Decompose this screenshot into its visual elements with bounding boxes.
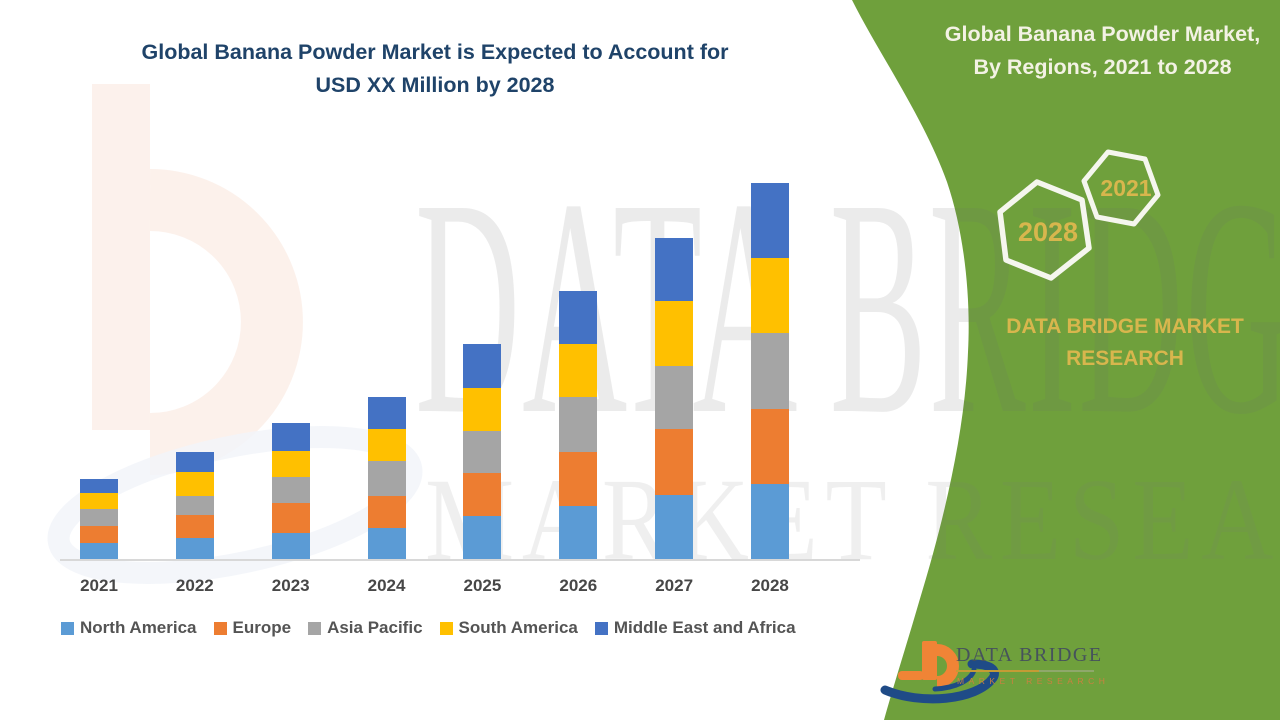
bar-segment-2024-europe (367, 496, 406, 528)
chart-title: Global Banana Powder Market is Expected … (100, 36, 770, 102)
bar-segment-2021-middle-east-and-africa (80, 479, 118, 493)
bar-segment-2026-europe (559, 452, 598, 506)
bar-segment-2025-asia-pacific (463, 431, 502, 473)
hexagon-2028-label: 2028 (1018, 217, 1078, 247)
x-axis-label-2022: 2022 (175, 576, 214, 595)
legend-item-middle-east-and-africa: Middle East and Africa (594, 618, 796, 638)
bar-segment-2022-middle-east-and-africa (175, 452, 214, 472)
x-axis-label-2021: 2021 (80, 576, 118, 595)
panel-title-line1: Global Banana Powder Market, (944, 22, 1261, 46)
legend-item-north-america: North America (61, 618, 197, 638)
bar-segment-2026-north-america (559, 506, 598, 559)
bar-segment-2022-asia-pacific (175, 496, 214, 515)
bar-segment-2027-north-america (655, 495, 694, 559)
chart-legend: North America Europe Asia Pacific South Ame… (61, 618, 796, 638)
x-axis-label-2025: 2025 (463, 576, 502, 595)
bar-segment-2028-south-america (750, 258, 789, 333)
x-axis-label-2028: 2028 (751, 576, 789, 595)
legend-item-europe: Europe (213, 618, 292, 638)
logo-watermark (47, 84, 423, 584)
bar-segment-2024-north-america (367, 528, 406, 559)
legend-swatch-north-america (61, 621, 74, 635)
legend-label-south-america: South America (458, 618, 578, 637)
legend-item-south-america: South America (439, 618, 578, 638)
bar-segment-2023-asia-pacific (271, 477, 310, 503)
legend-label-europe: Europe (232, 618, 292, 637)
panel-brand-line1: DATA BRIDGE MARKET (1006, 315, 1244, 338)
bar-segment-2025-middle-east-and-africa (463, 344, 502, 388)
bar-segment-2026-south-america (559, 344, 598, 397)
bar-segment-2025-europe (463, 473, 502, 516)
x-axis-label-2024: 2024 (367, 576, 406, 595)
panel-title-line2: By Regions, 2021 to 2028 (973, 55, 1232, 79)
bar-segment-2022-europe (175, 515, 214, 538)
bar-segment-2023-south-america (271, 451, 310, 477)
bar-segment-2024-south-america (367, 429, 406, 461)
bar-segment-2026-asia-pacific (559, 397, 598, 452)
chart-title-line2: USD XX Million by 2028 (315, 73, 555, 97)
bar-segment-2021-asia-pacific (80, 509, 118, 526)
legend-swatch-middle-east-and-africa (594, 621, 608, 635)
legend-label-asia-pacific: Asia Pacific (327, 618, 423, 637)
panel-title: Global Banana Powder Market, By Regions,… (930, 18, 1275, 84)
bar-segment-2028-europe (750, 409, 789, 484)
panel-brand-line2: RESEARCH (1066, 347, 1184, 370)
bar-segment-2027-south-america (655, 301, 694, 366)
bar-segment-2028-asia-pacific (750, 333, 789, 409)
logo-tagline: MARKET RESEARCH (957, 676, 1110, 686)
bar-segment-2021-south-america (80, 493, 118, 509)
bar-segment-2022-north-america (175, 538, 214, 559)
legend-label-middle-east-and-africa: Middle East and Africa (613, 618, 796, 637)
hexagon-2021 (1081, 149, 1161, 227)
bar-segment-2023-middle-east-and-africa (271, 423, 310, 451)
x-axis-label-2027: 2027 (655, 576, 694, 595)
bar-segment-2023-north-america (271, 533, 310, 559)
panel-brand-text: DATA BRIDGE MARKET RESEARCH (960, 311, 1280, 375)
bar-segment-2028-north-america (750, 484, 789, 559)
legend-swatch-europe (213, 621, 227, 635)
bar-segment-2027-europe (655, 429, 694, 495)
legend-label-north-america: North America (80, 618, 197, 637)
bar-segment-2021-north-america (80, 543, 118, 559)
bar-segment-2022-south-america (175, 472, 214, 496)
data-bridge-logo-icon (880, 641, 999, 704)
legend-swatch-asia-pacific (308, 621, 322, 635)
logo-wordmark: DATA BRIDGE (956, 644, 1103, 666)
logo-underline (956, 670, 1094, 672)
bar-segment-2024-middle-east-and-africa (367, 397, 406, 429)
x-axis-line (60, 559, 860, 561)
bar-segment-2025-north-america (463, 516, 502, 559)
bar-segment-2023-europe (271, 503, 310, 533)
hexagon-2021-label: 2021 (1100, 175, 1151, 201)
bar-segment-2024-asia-pacific (367, 461, 406, 496)
bar-segment-2021-europe (80, 526, 118, 543)
legend-swatch-south-america (439, 621, 453, 635)
x-axis-label-2023: 2023 (271, 576, 310, 595)
bar-segment-2025-south-america (463, 388, 502, 431)
bar-segment-2027-middle-east-and-africa (655, 238, 694, 301)
bar-segment-2028-middle-east-and-africa (750, 183, 789, 258)
bar-segment-2027-asia-pacific (655, 366, 694, 429)
x-axis-label-2026: 2026 (559, 576, 598, 595)
chart-title-line1: Global Banana Powder Market is Expected … (141, 40, 729, 64)
hexagon-2028 (997, 179, 1092, 281)
bar-segment-2026-middle-east-and-africa (559, 291, 598, 344)
legend-item-asia-pacific: Asia Pacific (308, 618, 423, 638)
